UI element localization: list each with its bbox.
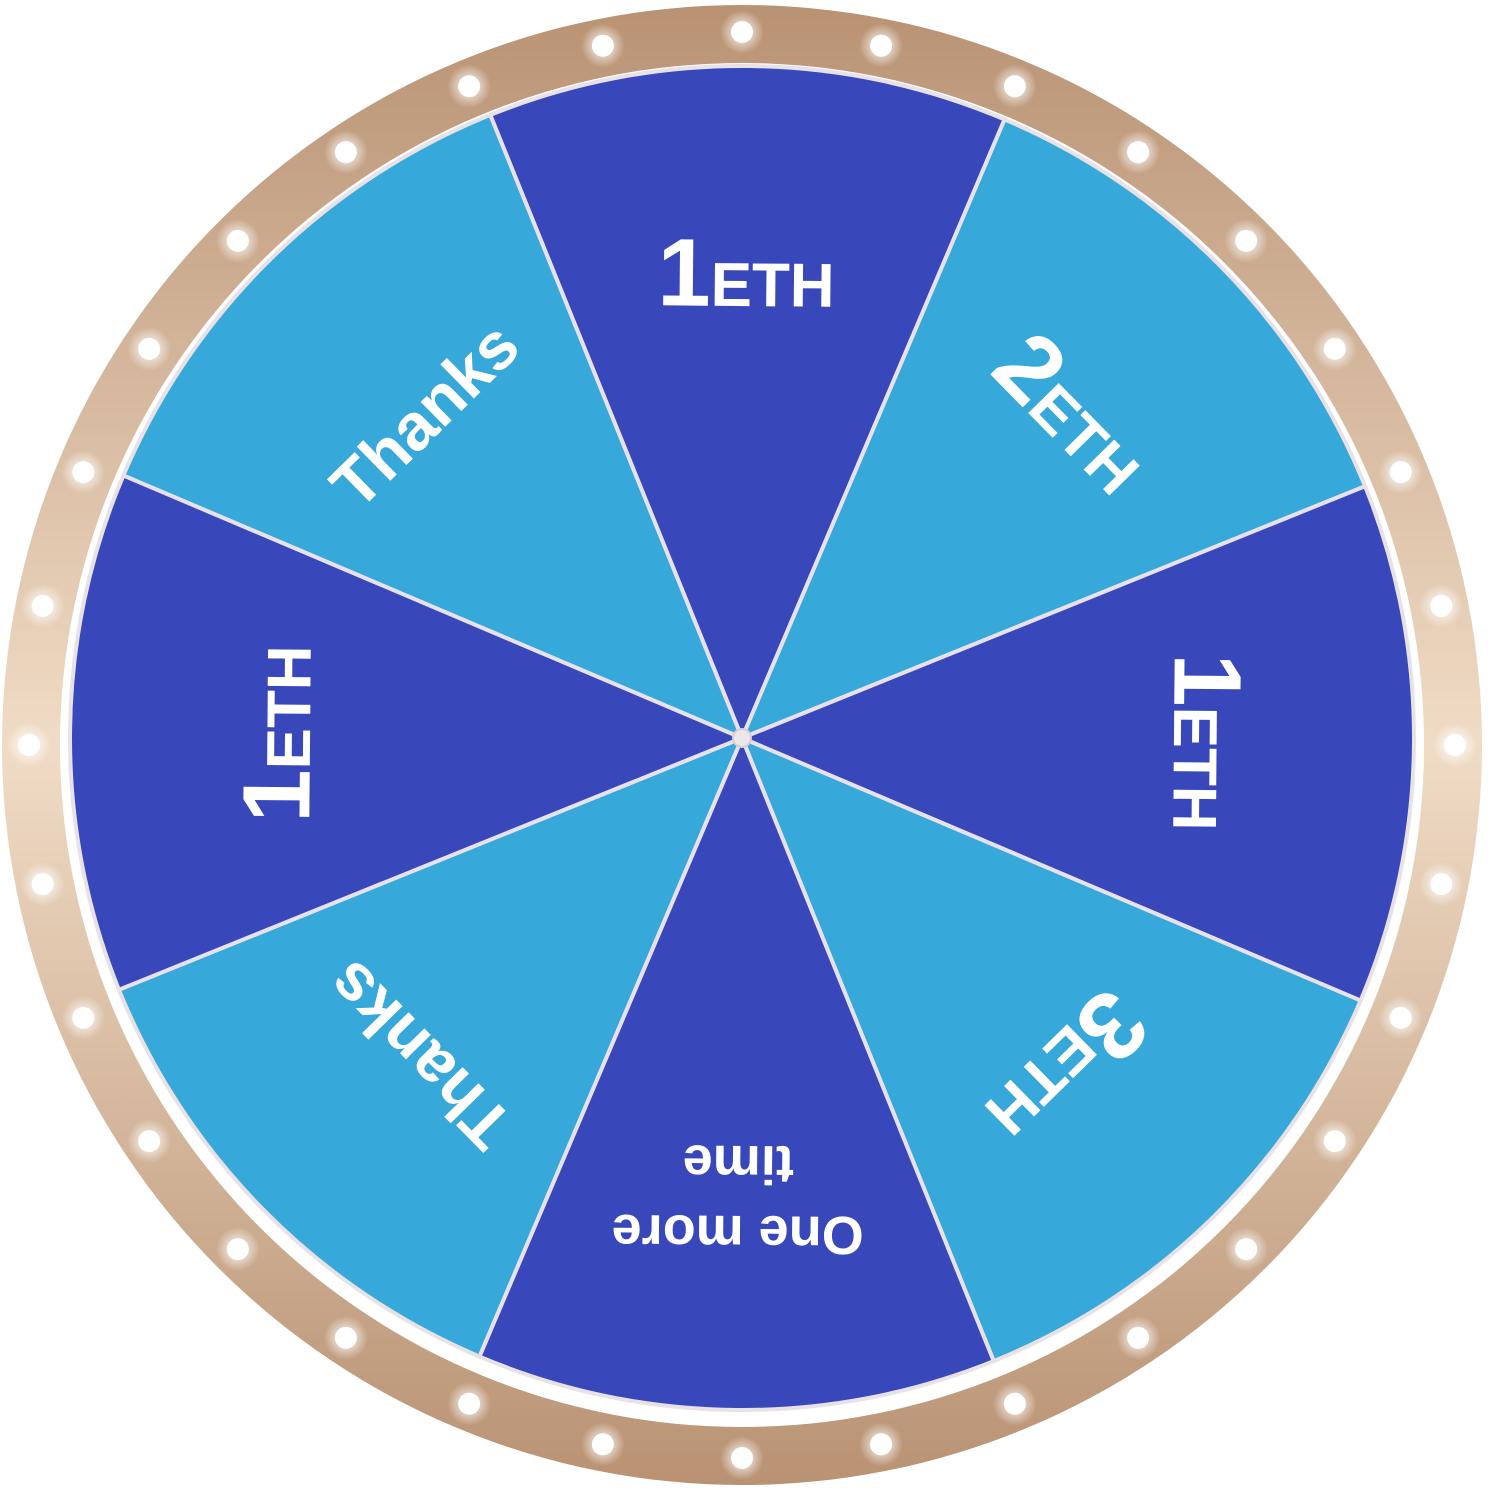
- rim-bulb: [72, 1006, 95, 1029]
- rim-bulb: [1323, 337, 1346, 360]
- rim-bulb: [72, 461, 95, 484]
- rim-bulb: [31, 873, 54, 896]
- rim-bulb: [1389, 461, 1412, 484]
- wheel-hub: [732, 728, 752, 748]
- wheel-segment: [476, 732, 997, 1412]
- wheel-segment: [120, 112, 746, 742]
- wheel-segment: [116, 734, 746, 1360]
- wheel-segment: [68, 472, 748, 993]
- rim-bulb: [334, 141, 357, 164]
- rim-bulb: [870, 1433, 893, 1456]
- rim-bulb: [591, 34, 614, 57]
- rim-bulb: [1389, 1006, 1412, 1029]
- rim-bulb: [31, 594, 54, 617]
- prize-text-line: time: [682, 1134, 794, 1195]
- rim-bulb: [458, 1392, 481, 1415]
- wheel-segment: [487, 64, 1008, 744]
- wheel-segment: [738, 734, 1364, 1364]
- rim-bulb: [138, 337, 161, 360]
- wheel-segments: [68, 64, 1416, 1412]
- rim-bulb: [1444, 734, 1466, 756]
- prize-amount-label: 1ETH: [223, 645, 332, 823]
- rim-bulb: [18, 734, 40, 756]
- segment-label: 1ETH: [223, 645, 332, 823]
- rim-bulb: [731, 1447, 753, 1469]
- rim-bulb: [1235, 1238, 1258, 1261]
- segment-label: 1ETH: [1152, 653, 1261, 831]
- prize-amount-label: 1ETH: [1152, 653, 1261, 831]
- rim-bulb: [226, 229, 249, 252]
- rim-bulb: [226, 1238, 249, 1261]
- wheel-segment: [738, 116, 1368, 742]
- segment-label: 1ETH: [657, 219, 835, 328]
- prize-amount-label: 1ETH: [657, 219, 835, 328]
- rim-bulb: [1235, 229, 1258, 252]
- rim-bulbs: [7, 10, 1477, 1480]
- segment-label: One more time: [611, 1134, 864, 1266]
- rim-bulb: [1003, 1392, 1026, 1415]
- rim-bulb: [591, 1433, 614, 1456]
- rim-bulb: [1323, 1130, 1346, 1153]
- rim-bulb: [870, 34, 893, 57]
- rim-bulb: [1003, 75, 1026, 98]
- rim-bulb: [458, 75, 481, 98]
- rim-bulb: [334, 1326, 357, 1349]
- wheel-segment: [736, 483, 1416, 1004]
- rim-bulb: [731, 21, 753, 43]
- rim-bulb: [1430, 594, 1453, 617]
- rim-bulb: [1127, 141, 1150, 164]
- prize-text-line: One more: [611, 1203, 864, 1265]
- rim-bulb: [1127, 1326, 1150, 1349]
- rim-bulb: [138, 1130, 161, 1153]
- rim-bulb: [1430, 873, 1453, 896]
